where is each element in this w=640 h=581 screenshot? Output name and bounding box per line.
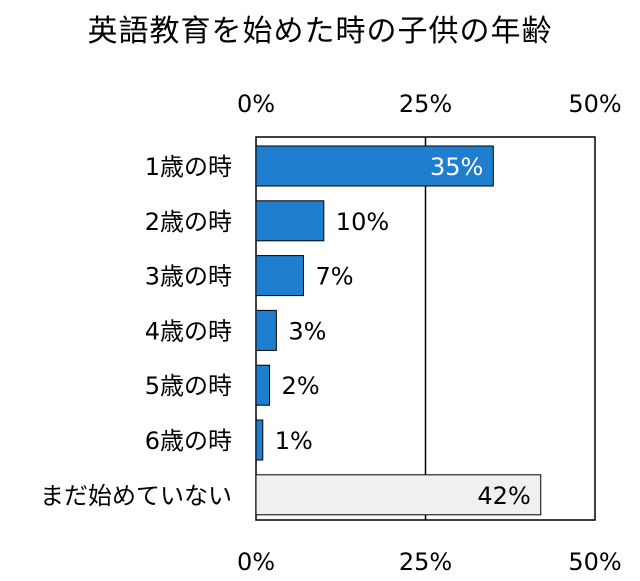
data-label: 10% [336, 208, 389, 236]
category-label: 5歳の時 [145, 372, 232, 400]
bar [255, 145, 494, 187]
data-label: 1% [275, 427, 313, 455]
category-label: 3歳の時 [145, 263, 232, 291]
chart-title: 英語教育を始めた時の子供の年齢 [87, 14, 553, 49]
data-label: 3% [288, 317, 326, 345]
label-layer: 0% 0% 25% 25% 50% 50% 1歳の時 35% 2歳の時 10% 3歳の時 7% 4歳の時… [40, 90, 622, 576]
x-tick-label-bottom: 25% [399, 548, 452, 576]
bar [255, 364, 271, 406]
bar [255, 255, 304, 297]
x-tick-label-bottom: 50% [568, 548, 621, 576]
bar [255, 200, 325, 242]
bar-layer [255, 145, 542, 516]
category-label: まだ始めていない [40, 482, 232, 510]
data-label: 2% [282, 372, 320, 400]
x-tick-label-top: 50% [568, 90, 621, 118]
category-label: 6歳の時 [145, 427, 232, 455]
x-tick-label-top: 25% [399, 90, 452, 118]
x-tick-label-bottom: 0% [237, 548, 275, 576]
category-label: 1歳の時 [145, 153, 232, 181]
data-label: 42% [477, 482, 530, 510]
bar [255, 309, 277, 351]
bar [255, 419, 264, 461]
data-label: 35% [430, 153, 483, 181]
data-label: 7% [315, 263, 353, 291]
category-label: 4歳の時 [145, 317, 232, 345]
x-tick-label-top: 0% [237, 90, 275, 118]
category-label: 2歳の時 [145, 208, 232, 236]
bar [255, 474, 542, 516]
